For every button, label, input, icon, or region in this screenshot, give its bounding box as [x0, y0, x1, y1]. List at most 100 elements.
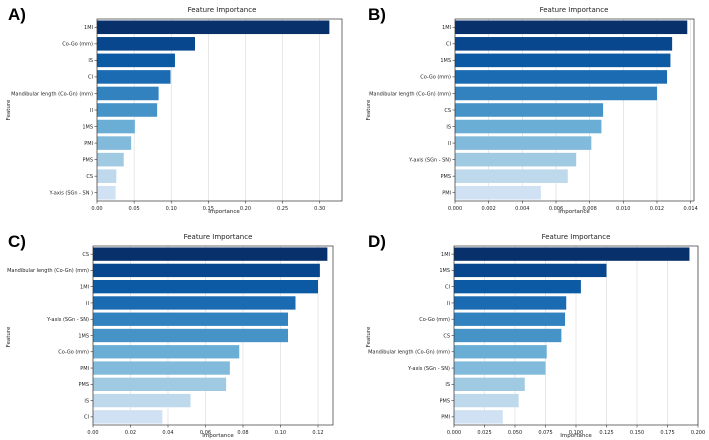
- x-tick-label: 0.050: [508, 430, 522, 436]
- x-tick-label: 0.100: [569, 430, 583, 436]
- y-tick-label: CI: [88, 75, 93, 81]
- y-tick-label: 1MS: [82, 124, 93, 130]
- y-tick-label: II: [86, 301, 89, 307]
- bar: [93, 296, 296, 310]
- panel-b: B) Feature Importance Feature Importance…: [366, 5, 698, 215]
- y-tick-label: 1MS: [78, 333, 89, 339]
- x-tick-label: 0.010: [616, 206, 630, 212]
- bar: [93, 410, 163, 424]
- bar: [97, 103, 158, 117]
- bar: [454, 393, 519, 408]
- bar: [97, 70, 171, 84]
- x-tick-label: 0.10: [275, 430, 286, 436]
- plot-area: 0.000 0.002 0.004 0.006 0.008 0.010 0.012 0.014…: [369, 18, 698, 212]
- x-axis-label: Importance: [202, 433, 234, 439]
- bar: [455, 20, 688, 35]
- bar: [97, 152, 124, 167]
- x-tick-label: 0.25: [277, 206, 288, 212]
- bar: [97, 53, 175, 68]
- bar: [455, 53, 671, 68]
- x-tick-label: 0.10: [166, 206, 177, 212]
- bar: [93, 280, 318, 294]
- bar: [454, 312, 566, 326]
- bar: [455, 185, 541, 200]
- y-tick-label: Y-axis (SGn - SN): [407, 366, 450, 372]
- y-tick-label: Mandibular length (Co-Gn) (mm): [368, 350, 450, 356]
- bar: [454, 328, 562, 343]
- y-tick-label: Co-Go (mm): [58, 350, 89, 356]
- y-tick-label: PMS: [439, 398, 450, 404]
- x-tick-label: 0.075: [538, 430, 552, 436]
- y-tick-label: CI: [445, 284, 450, 290]
- bar: [97, 169, 117, 183]
- bar: [454, 377, 525, 391]
- bar: [97, 20, 330, 35]
- x-tick-label: 0.150: [630, 430, 644, 436]
- y-tick-label: Mandibular length (Co-Gn) (mm): [11, 91, 93, 97]
- y-tick-label: CS: [444, 108, 451, 114]
- x-tick-label: 0.004: [515, 206, 529, 212]
- y-axis-label: Feature: [6, 99, 12, 120]
- x-tick-label: 0.06: [200, 430, 211, 436]
- y-tick-label: CI: [84, 415, 89, 421]
- bar: [455, 169, 568, 183]
- y-tick-label: 1MI: [84, 25, 93, 31]
- x-tick-label: 0.175: [660, 430, 674, 436]
- axes-frame: [96, 18, 343, 202]
- y-tick-label: PMI: [80, 366, 89, 372]
- panel-letter: C): [8, 232, 26, 251]
- bar: [455, 70, 668, 84]
- bar: [93, 247, 328, 261]
- x-tick-label: 0.012: [650, 206, 664, 212]
- y-tick-label: CS: [82, 252, 89, 258]
- bar: [454, 296, 567, 310]
- x-tick-label: 0.05: [129, 206, 140, 212]
- bar: [93, 361, 230, 375]
- plot-area: 0.00 0.05 0.10 0.15 0.20 0.25 0.30 1MI Co-Go (mm…: [11, 18, 343, 212]
- y-tick-label: CI: [446, 42, 451, 48]
- y-tick-label: PMS: [78, 382, 89, 388]
- y-tick-label: 1MS: [439, 268, 450, 274]
- x-tick-label: 0.008: [582, 206, 596, 212]
- y-tick-label: Co-Go (mm): [419, 317, 450, 323]
- axes-frame: [454, 18, 695, 202]
- bar: [93, 393, 191, 408]
- bar: [97, 136, 132, 150]
- plot-area: 0.000 0.025 0.050 0.075 0.100 0.125 0.150 0.175…: [368, 245, 705, 436]
- y-axis-label: Feature: [366, 99, 372, 120]
- bar: [454, 345, 547, 359]
- x-tick-label: 0.04: [162, 430, 173, 436]
- y-tick-label: 1MS: [440, 58, 451, 64]
- bar: [454, 410, 503, 424]
- x-tick-label: 0.20: [240, 206, 251, 212]
- y-tick-label: Y-axis (SGn - SN ): [49, 191, 94, 197]
- x-tick-label: 0.125: [599, 430, 613, 436]
- y-tick-label: Mandibular length (Co-Gn) (mm): [369, 91, 451, 97]
- x-tick-label: 0.08: [237, 430, 248, 436]
- x-tick-label: 0.000: [448, 206, 462, 212]
- bar: [454, 361, 546, 375]
- bar: [455, 103, 604, 117]
- x-tick-label: 0.00: [91, 206, 102, 212]
- bar: [454, 280, 581, 294]
- panel-c: C) Feature Importance Feature Importance…: [6, 232, 334, 439]
- bar: [93, 377, 227, 391]
- y-tick-label: Co-Go (mm): [62, 42, 93, 48]
- panel-letter: A): [8, 5, 26, 24]
- x-tick-label: 0.025: [477, 430, 491, 436]
- bar: [455, 86, 657, 101]
- bar: [455, 37, 673, 51]
- panel-letter: B): [368, 5, 386, 24]
- y-tick-label: Co-Go (mm): [420, 75, 451, 81]
- bar: [93, 263, 320, 278]
- y-tick-label: Y-axis (SGn - SN): [46, 317, 89, 323]
- y-tick-label: IS: [445, 382, 450, 388]
- axes-frame: [453, 245, 699, 426]
- y-axis-label: Feature: [366, 326, 372, 347]
- y-tick-label: 1MI: [80, 284, 89, 290]
- y-axis-label: Feature: [6, 326, 12, 347]
- bar: [455, 136, 592, 150]
- panel-d: D) Feature Importance Feature Importance…: [366, 232, 705, 439]
- bar: [455, 119, 602, 134]
